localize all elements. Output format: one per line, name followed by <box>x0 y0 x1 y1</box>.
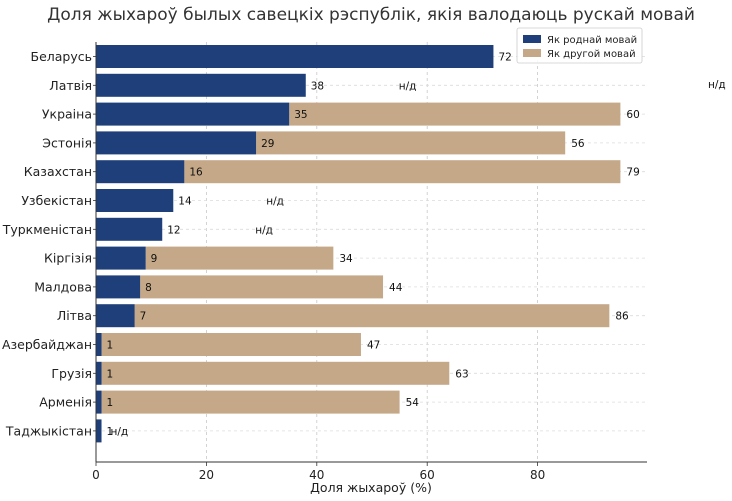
value-label-second-3: 56 <box>571 138 585 150</box>
y-tick-label-0: Беларусь <box>31 49 93 64</box>
y-tick-label-10: Азербайджан <box>2 337 92 352</box>
y-tick-label-1: Латвія <box>49 78 92 93</box>
bar-native-7 <box>96 246 146 270</box>
y-tick-label-7: Кіргізія <box>44 251 92 266</box>
bars <box>96 45 621 443</box>
x-tick-label-0: 0 <box>92 468 100 482</box>
bar-second-2 <box>289 102 621 126</box>
value-label-native-10: 1 <box>107 340 114 352</box>
bar-native-0 <box>96 45 494 68</box>
bar-second-7 <box>145 246 334 270</box>
value-label-native-5: 14 <box>178 196 192 208</box>
y-tick-label-12: Арменія <box>39 395 92 410</box>
value-label-na-6: н/д <box>255 224 273 236</box>
bar-second-12 <box>101 390 400 414</box>
y-tick-label-5: Узбекістан <box>21 193 92 208</box>
bar-second-3 <box>256 131 566 155</box>
value-label-second-11: 63 <box>455 368 468 380</box>
x-tick-label-2: 40 <box>309 468 324 482</box>
bar-native-9 <box>96 304 135 328</box>
x-tick-label-3: 60 <box>420 468 435 482</box>
y-tick-label-11: Грузія <box>51 366 92 381</box>
y-tick-label-2: Украіна <box>42 107 92 122</box>
bar-native-8 <box>96 275 141 299</box>
y-tick-label-13: Таджыкістан <box>5 423 92 438</box>
x-axis-title: Доля жыхароў (%) <box>310 480 432 495</box>
value-label-na-13: н/д <box>111 426 129 438</box>
value-label-native-2: 35 <box>294 109 307 121</box>
value-label-second-2: 60 <box>626 109 639 121</box>
bar-native-2 <box>96 102 290 126</box>
bar-second-4 <box>184 160 621 184</box>
legend-label-0: Як роднай мовай <box>547 35 637 46</box>
chart-title: Доля жыхароў былых савецкіх рэспублік, я… <box>47 5 695 25</box>
value-label-second-10: 47 <box>367 340 380 352</box>
value-label-second-12: 54 <box>406 397 420 409</box>
x-tick-label-1: 20 <box>199 468 214 482</box>
value-label-native-13: 1 <box>107 426 114 438</box>
bar-native-3 <box>96 131 257 155</box>
y-tick-label-8: Малдова <box>34 279 92 294</box>
y-tick-label-3: Эстонія <box>42 135 92 150</box>
legend-box <box>516 27 643 64</box>
bar-native-5 <box>96 189 174 212</box>
value-label-native-12: 1 <box>107 397 114 409</box>
value-label-na-1: н/д <box>399 80 417 92</box>
value-label-native-3: 29 <box>261 138 274 150</box>
bar-native-6 <box>96 217 163 241</box>
bar-native-12 <box>96 390 102 414</box>
value-label-second-7: 34 <box>339 253 353 265</box>
bar-second-8 <box>140 275 384 299</box>
y-tick-label-4: Казахстан <box>24 164 92 179</box>
y-axis: Беларусь Латвія Украіна Эстонія Казахстан Узб… <box>2 42 97 462</box>
value-label-na-5: н/д <box>266 196 284 208</box>
bar-second-10 <box>101 333 361 356</box>
value-label-native-11: 1 <box>107 368 114 380</box>
y-tick-label-9: Літва <box>57 308 92 323</box>
value-label-second-8: 44 <box>389 282 403 294</box>
x-tick-label-4: 80 <box>530 468 545 482</box>
value-label-second-4: 79 <box>626 167 639 179</box>
value-label-second-9: 86 <box>615 311 629 323</box>
value-label-native-0: 72 <box>498 52 511 64</box>
legend-swatch-1 <box>523 49 541 57</box>
value-label-native-6: 12 <box>167 224 180 236</box>
bar-second-11 <box>101 361 450 385</box>
value-label-native-8: 8 <box>145 282 152 294</box>
legend: Як роднай мовай Як другой мовай <box>516 27 643 64</box>
value-label-native-9: 7 <box>140 311 147 323</box>
bar-native-10 <box>96 333 102 356</box>
legend-label-1: Як другой мовай <box>547 49 636 60</box>
value-label-native-7: 9 <box>151 253 158 265</box>
x-axis: 0 20 40 60 80 <box>92 461 647 482</box>
bar-native-13 <box>96 419 102 443</box>
bar-native-4 <box>96 160 185 184</box>
legend-swatch-0 <box>523 35 541 43</box>
value-label-native-4: 16 <box>189 167 203 179</box>
bar-second-9 <box>134 304 610 328</box>
y-tick-label-6: Туркменістан <box>2 222 92 237</box>
bar-native-11 <box>96 361 102 385</box>
value-labels: 72 н/д 38 н/д 35 60 29 56 16 79 14 н/д 12 н/д 9 34 8 44 7 8… <box>107 52 726 438</box>
bar-native-1 <box>96 73 306 97</box>
value-label-native-1: 38 <box>311 80 324 92</box>
value-label-na-0: н/д <box>708 79 726 91</box>
